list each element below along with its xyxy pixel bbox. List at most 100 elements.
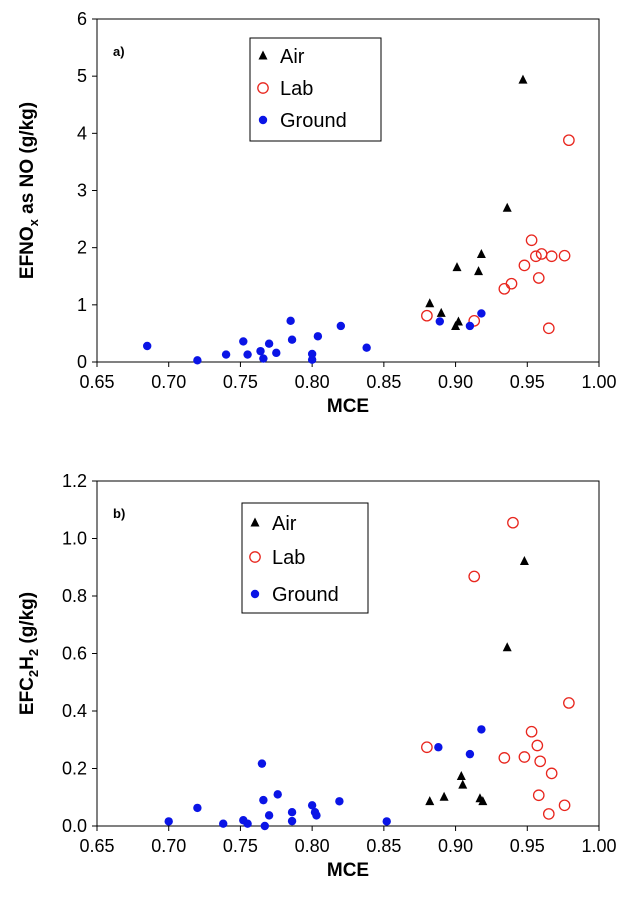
legend-air-label: Air [272,513,297,535]
y-axis-title-subscript: 2 [26,649,41,656]
x-tick-label: 0.95 [510,372,545,392]
ground-point [287,816,297,826]
air-point [458,779,468,789]
x-tick-label: 0.65 [79,372,114,392]
legend-lab-marker [257,82,269,94]
ground-point [362,343,371,352]
ground-point [477,309,486,318]
ground-point [286,316,295,326]
y-axis-title: EFNOx as NO (g/kg) [17,102,41,279]
ground-point [382,817,391,826]
lab-point [498,282,511,295]
lab-point [518,751,531,763]
air-point [502,202,512,212]
x-axis-title: MCE [327,860,369,881]
ground-point [336,321,346,331]
x-tick-label: 1.00 [581,836,616,856]
legend: Air Lab Ground [249,37,382,142]
legend-box [249,37,382,142]
air-point [478,796,488,806]
lab-point [531,739,544,752]
legend-lab-label: Lab [280,78,313,100]
ground-point [273,790,282,799]
ground-point [287,808,297,817]
y-tick-label: 5 [77,66,87,86]
y-tick-label: 0.4 [62,701,87,721]
y-tick-label: 2 [77,238,87,258]
air-point [436,307,446,317]
lab-point [507,516,519,529]
ground-point [307,801,317,810]
ground-point [239,337,248,346]
lab-point [532,272,545,284]
y-tick-label: 1.0 [62,529,87,549]
air-point [425,796,435,806]
ground-point [264,339,274,348]
air-point [451,321,461,331]
legend-air-marker [250,517,260,527]
lab-point [421,309,433,322]
legend-ground-marker [258,115,268,125]
ground-point [465,749,475,759]
lab-point [563,134,575,147]
legend-lab-marker [249,551,261,563]
y-axis-title-part: (g/kg) [17,592,38,649]
x-tick-label: 0.80 [295,836,330,856]
series-lab [421,516,575,820]
air-point [425,298,435,308]
x-tick-label: 0.65 [79,836,114,856]
ground-point [260,821,270,831]
lab-point [468,314,481,327]
legend: Air Lab Ground [241,502,369,614]
series-lab [421,134,575,335]
air-point [453,316,463,326]
air-point [452,262,462,272]
y-tick-label: 6 [77,9,87,29]
ground-point [313,332,323,341]
x-tick-label: 0.75 [223,836,258,856]
ground-point [259,795,268,805]
x-tick-label: 0.70 [151,372,186,392]
y-tick-label: 0.8 [62,586,87,606]
ground-point [272,348,281,358]
y-axis-title-part: H [17,656,38,670]
ground-point [193,803,202,813]
air-point [518,74,528,84]
y-axis-title: EFC2H2 (g/kg) [17,592,41,715]
series-ground [164,725,486,831]
ground-point [312,811,321,820]
lab-point [535,248,548,260]
lab-point [525,725,538,738]
legend-air-label: Air [280,46,305,68]
ground-point [221,350,231,359]
legend-ground-label: Ground [272,584,339,606]
x-tick-label: 0.85 [366,372,401,392]
legend-ground-marker [250,589,260,599]
y-tick-label: 0.2 [62,759,87,779]
panel-label: b) [113,506,125,521]
panel-b-chart: 0.65 0.70 0.75 0.80 0.85 0.90 0.95 1.00 0.0 0.2 0.… [17,471,617,881]
x-tick-label: 0.95 [510,836,545,856]
x-tick-label: 1.00 [581,372,616,392]
legend-ground-label: Ground [280,110,347,132]
y-tick-label: 1 [77,295,87,315]
lab-point [530,250,542,263]
legend-air-marker [258,50,268,60]
air-point [476,249,486,259]
lab-point [532,789,545,802]
air-point [474,266,484,276]
y-axis-title-part: as NO (g/kg) [17,102,38,219]
lab-point [545,767,558,780]
y-tick-label: 3 [77,181,87,201]
x-tick-label: 0.85 [366,836,401,856]
series-air [425,556,529,806]
ground-point [257,759,267,768]
y-tick-label: 1.2 [62,471,87,491]
ground-point [143,341,152,351]
panel-label: a) [113,44,125,59]
x-tick-label: 0.80 [295,372,330,392]
ground-point [477,725,486,734]
ground-point [264,811,274,820]
lab-point [525,234,538,247]
